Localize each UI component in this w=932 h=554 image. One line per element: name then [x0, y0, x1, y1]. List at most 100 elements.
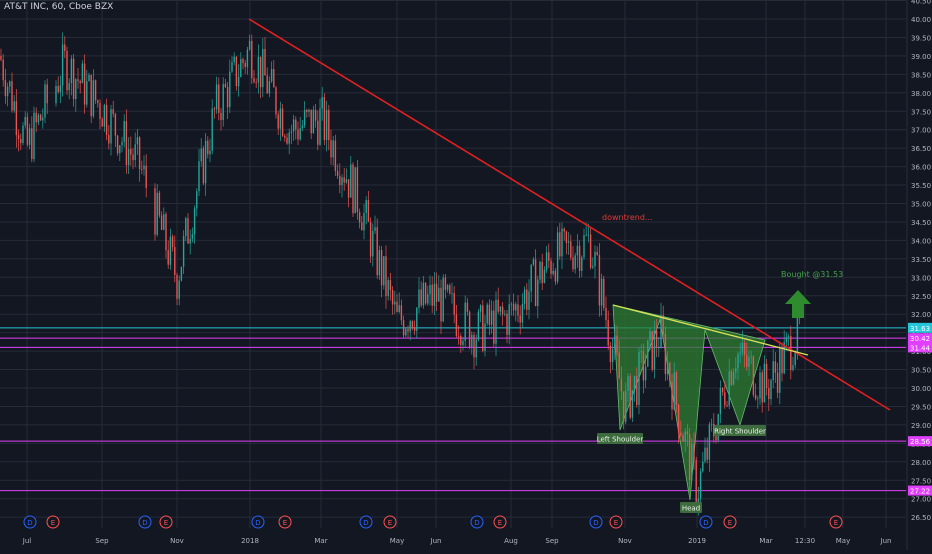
candle-body	[233, 56, 235, 62]
candle-body	[649, 331, 651, 341]
candle-body	[664, 333, 667, 375]
candle-body	[270, 69, 273, 82]
candle-body	[746, 354, 748, 367]
candle-body	[642, 351, 645, 381]
candle-body	[440, 287, 442, 322]
candle-body	[631, 390, 634, 418]
candle-body	[446, 285, 449, 290]
candle-body	[710, 423, 713, 425]
candle-body	[237, 76, 240, 87]
candle-body	[167, 250, 169, 265]
candle-body	[596, 251, 598, 255]
candle-body	[468, 311, 471, 347]
candle-body	[374, 227, 376, 231]
price-tag-label: 28.56	[910, 438, 931, 446]
candle-body	[33, 112, 35, 160]
x-tick-label: Aug	[504, 537, 518, 545]
price-tag-label: 31.63	[910, 325, 930, 333]
price-tag-bg	[908, 333, 932, 344]
candle-body	[526, 289, 528, 310]
candle-body	[682, 435, 684, 442]
candle-body	[347, 179, 350, 198]
candle-body	[314, 109, 317, 121]
candle-body	[44, 84, 46, 118]
time-axis: Jul Sep Nov 2018 Mar May Jun Aug Sep Nov 2019 Mar 12…	[22, 537, 892, 545]
candle-body	[484, 323, 486, 351]
candle-body	[20, 139, 22, 144]
candle-body	[466, 302, 469, 312]
y-tick-label: 32.00	[911, 311, 931, 319]
price-tag-label: 31.44	[910, 344, 931, 352]
candle-body	[90, 74, 92, 117]
candle-body	[457, 335, 460, 337]
candle-body	[739, 352, 741, 354]
candle-body	[286, 137, 288, 144]
y-tick-label: 35.00	[911, 201, 931, 209]
candle-body	[312, 109, 315, 134]
candle-body	[567, 241, 570, 243]
candle-body	[680, 432, 682, 436]
candle-body	[695, 460, 697, 507]
candle-body	[787, 336, 790, 337]
candle-body	[244, 62, 246, 67]
candle-body	[367, 200, 370, 222]
y-tick-label: 27.50	[911, 477, 931, 485]
candle-body	[24, 116, 26, 126]
x-tick-label: Jun	[880, 537, 892, 545]
candle-body	[561, 228, 563, 257]
candle-body	[515, 304, 517, 311]
candle-body	[125, 121, 128, 166]
downtrend-label: downtrend...	[602, 213, 653, 222]
candle-body	[669, 362, 671, 382]
candle-body	[433, 283, 436, 306]
candle-body	[200, 148, 202, 162]
candle-body	[706, 447, 708, 460]
candle-body	[759, 372, 761, 399]
y-tick-label: 34.00	[911, 237, 931, 245]
candle-body	[583, 235, 585, 258]
candle-body	[691, 444, 693, 480]
dividend-marker-label: D	[703, 519, 708, 527]
candle-body	[768, 388, 770, 400]
right-shoulder-label-box: Right Shoulder	[714, 425, 766, 436]
candle-body	[444, 277, 447, 290]
candle-body	[204, 140, 207, 184]
dividend-marker-icon	[251, 515, 265, 529]
candle-body	[281, 108, 284, 136]
candle-body	[231, 61, 233, 72]
candle-body	[460, 336, 462, 345]
candle-body	[688, 434, 691, 480]
head-label: Head	[682, 505, 700, 513]
candle-body	[220, 112, 222, 120]
candle-body	[792, 365, 794, 370]
candle-body	[319, 108, 321, 145]
candle-body	[616, 335, 618, 353]
candle-body	[290, 131, 293, 133]
candle-body	[581, 257, 583, 271]
candle-body	[356, 167, 359, 212]
candle-body	[28, 128, 31, 145]
candle-body	[101, 119, 103, 127]
candle-body	[222, 83, 224, 120]
candle-body	[114, 113, 117, 136]
dividend-marker-icon	[470, 515, 484, 529]
candle-body	[189, 238, 191, 244]
candle-body	[160, 215, 163, 230]
candle-body	[453, 293, 455, 315]
candle-body	[136, 137, 139, 145]
candle-body	[783, 342, 785, 374]
candle-body	[554, 270, 557, 282]
candle-body	[143, 165, 145, 170]
candle-body	[72, 58, 75, 100]
candle-body	[288, 132, 290, 144]
price-tag-bg	[908, 485, 932, 496]
candle-body	[735, 368, 737, 373]
candle-body	[341, 177, 343, 186]
candle-body	[772, 361, 774, 381]
candle-body	[191, 234, 194, 239]
candle-body	[70, 58, 73, 84]
candle-body	[724, 392, 726, 406]
candle-body	[81, 63, 84, 84]
